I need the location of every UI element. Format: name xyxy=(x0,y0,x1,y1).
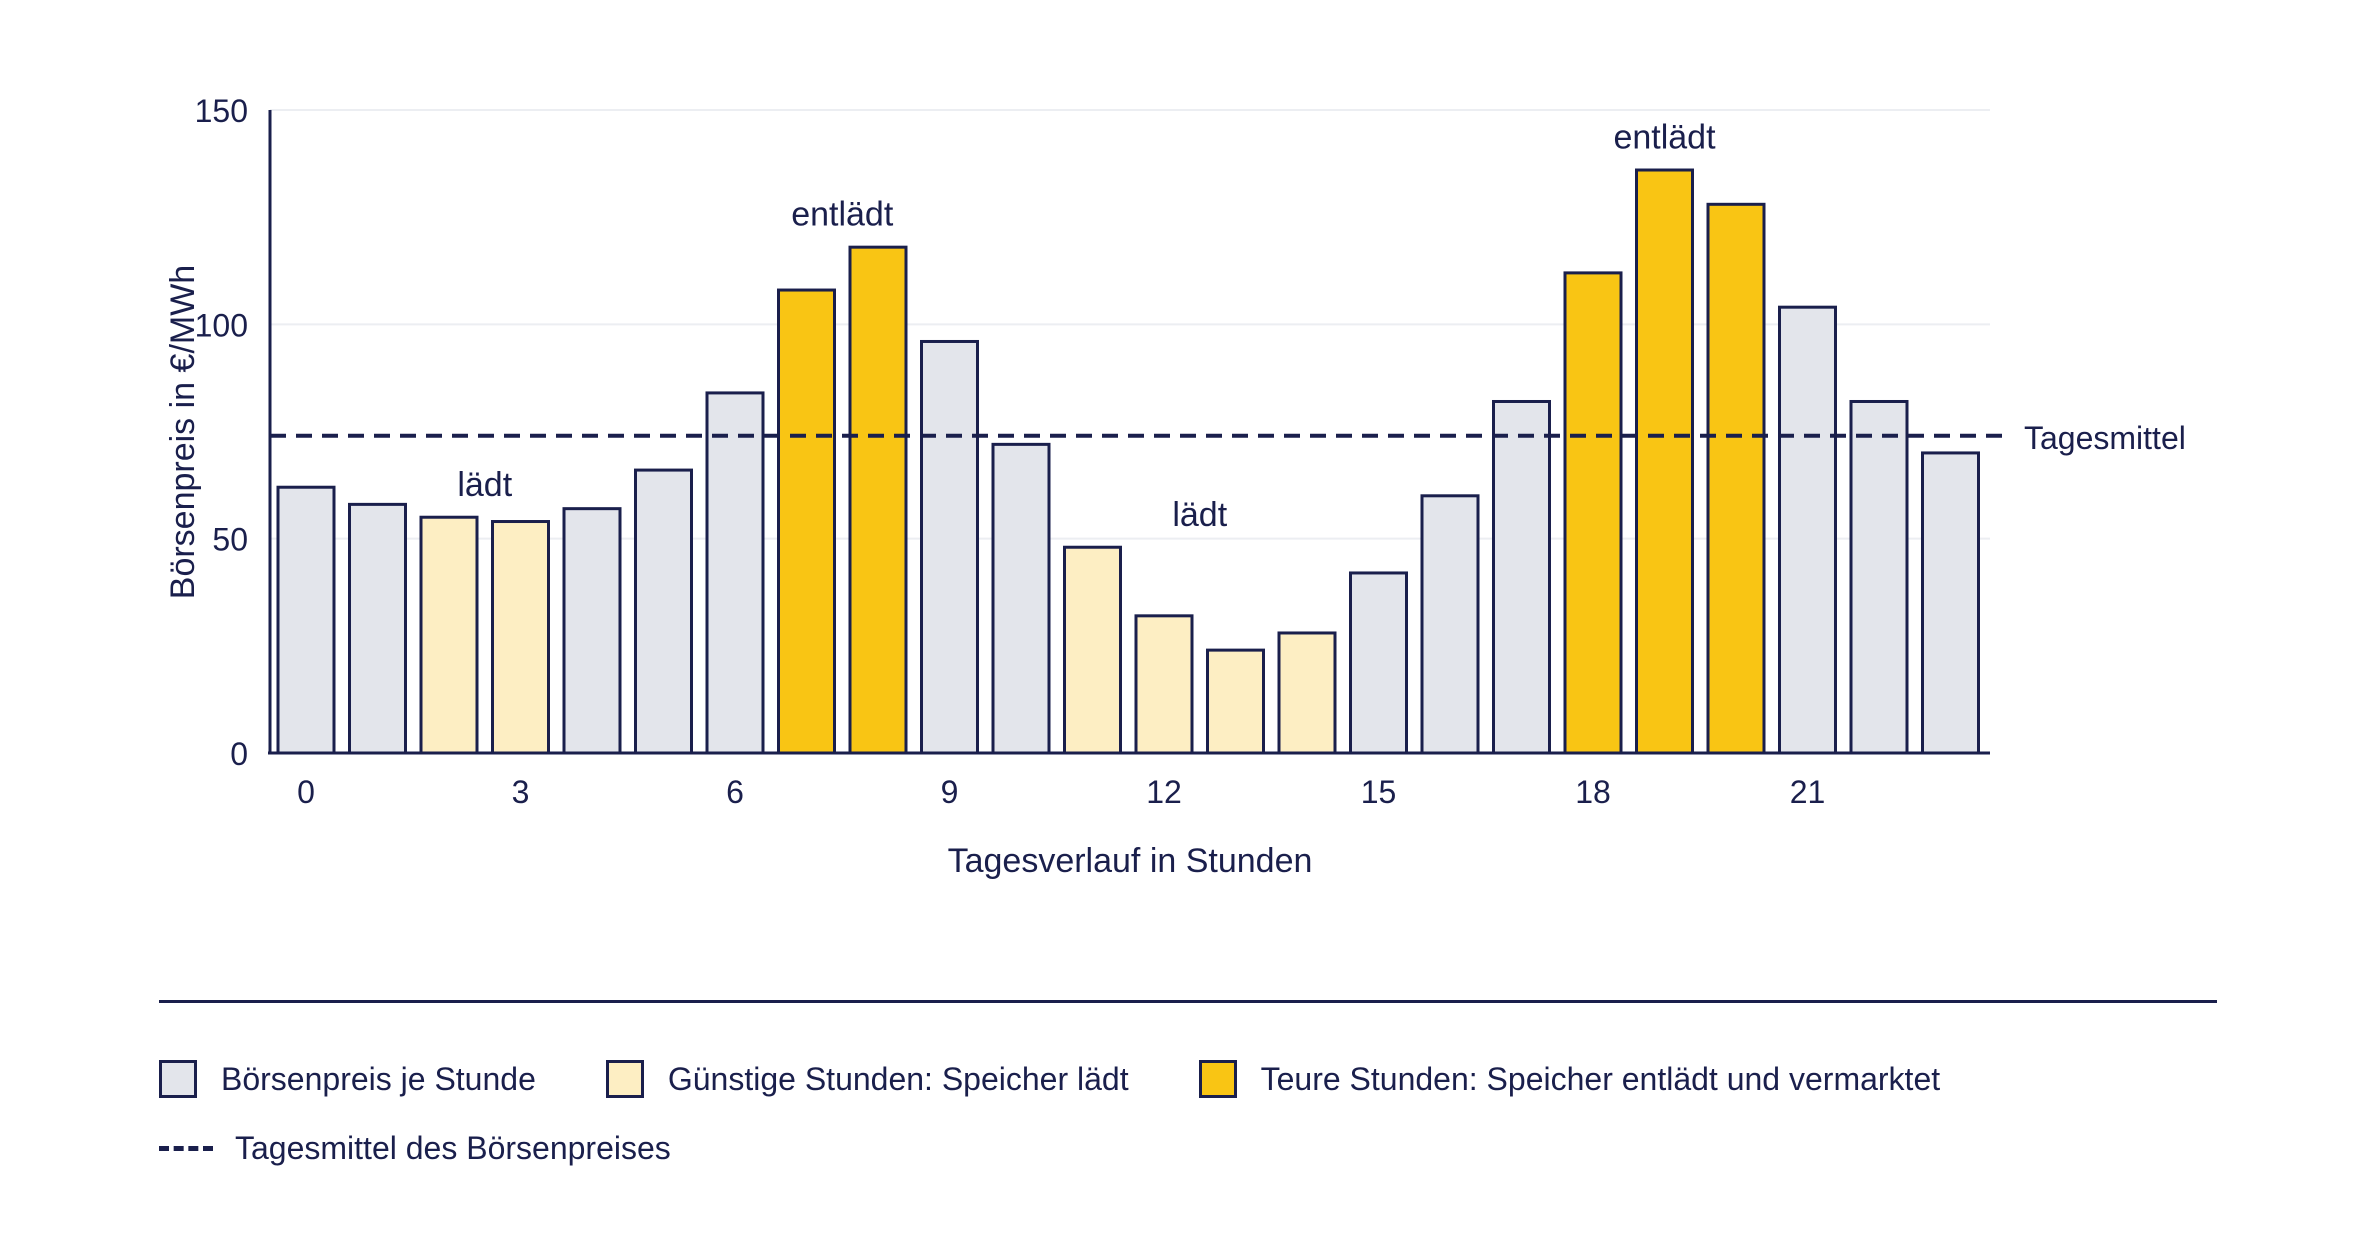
bar-hour-1 xyxy=(348,502,407,755)
bar-hour-17 xyxy=(1492,399,1551,755)
bar-hour-21 xyxy=(1778,305,1837,755)
annotation-2: lädt xyxy=(1172,496,1227,534)
legend-item-cheap: Günstige Stunden: Speicher lädt xyxy=(605,1060,1129,1098)
x-tick-label-6: 6 xyxy=(726,774,744,810)
x-tick-label-21: 21 xyxy=(1790,774,1826,810)
bar-hour-10 xyxy=(991,442,1051,755)
legend-mean: Tagesmittel des Börsenpreises xyxy=(159,1130,671,1167)
x-tick-label-9: 9 xyxy=(941,774,959,810)
mean-line-group: Tagesmittel xyxy=(270,420,2186,456)
bar-hour-11 xyxy=(1063,545,1122,755)
y-tick-label-100: 100 xyxy=(195,307,248,343)
legend: Börsenpreis je Stunde Günstige Stunden: … xyxy=(159,1060,2010,1098)
mean-line-label: Tagesmittel xyxy=(2024,420,2186,456)
bar-hour-13 xyxy=(1206,648,1265,755)
x-tick-label-15: 15 xyxy=(1361,774,1397,810)
y-tick-label-150: 150 xyxy=(195,93,248,129)
legend-swatch-expensive xyxy=(1198,1060,1237,1098)
bar-hour-5 xyxy=(634,468,693,755)
x-tick-label-18: 18 xyxy=(1575,774,1611,810)
annotation-0: lädt xyxy=(457,466,512,504)
annotation-3: entlädt xyxy=(1613,119,1716,157)
legend-swatch-normal xyxy=(159,1060,197,1098)
gridlines xyxy=(270,109,1990,540)
y-tick-label-50: 50 xyxy=(212,522,248,558)
tick-labels: 0 50 100 150 0 3 6 9 12 15 18 21 xyxy=(195,93,1826,810)
bar-hour-16 xyxy=(1420,494,1480,755)
legend-label-mean: Tagesmittel des Börsenpreises xyxy=(235,1130,671,1166)
bar-hour-9 xyxy=(920,339,979,755)
bar-hour-14 xyxy=(1277,631,1337,755)
bar-hour-0 xyxy=(276,485,336,755)
x-tick-label-12: 12 xyxy=(1146,774,1182,810)
bar-hour-22 xyxy=(1849,399,1909,755)
bars xyxy=(276,168,1980,755)
bar-hour-7 xyxy=(777,288,836,755)
legend-item-expensive: Teure Stunden: Speicher entlädt und verm… xyxy=(1198,1060,1941,1098)
bar-hour-23 xyxy=(1921,451,1980,755)
annotation-1: entlädt xyxy=(791,196,894,234)
bar-hour-3 xyxy=(491,520,550,755)
legend-label-expensive: Teure Stunden: Speicher entlädt und verm… xyxy=(1260,1060,1941,1097)
x-axis-title: Tagesverlauf in Stunden xyxy=(948,842,1313,880)
bar-hour-6 xyxy=(705,391,765,755)
bar-hour-15 xyxy=(1349,571,1408,755)
legend-item-normal: Börsenpreis je Stunde xyxy=(159,1060,536,1098)
legend-label-cheap: Günstige Stunden: Speicher lädt xyxy=(667,1060,1129,1097)
legend-label-normal: Börsenpreis je Stunde xyxy=(221,1060,536,1097)
legend-swatch-cheap xyxy=(605,1060,644,1098)
x-tick-label-3: 3 xyxy=(512,774,530,810)
legend-dash-line xyxy=(159,1146,213,1151)
bar-hour-2 xyxy=(419,515,479,755)
legend-divider xyxy=(159,1000,2217,1003)
bar-chart: 0 50 100 150 0 3 6 9 12 15 18 21 Tagesmittel lädt en… xyxy=(164,93,2186,880)
bar-hour-4 xyxy=(562,507,622,755)
y-axis-title: Börsenpreis in €/MWh xyxy=(164,265,202,599)
bar-hour-20 xyxy=(1706,202,1766,755)
bar-hour-8 xyxy=(848,245,908,755)
x-tick-label-0: 0 xyxy=(297,774,315,810)
y-tick-label-0: 0 xyxy=(230,736,248,772)
bar-hour-19 xyxy=(1635,168,1694,755)
axes xyxy=(268,110,1990,755)
annotations: lädt entlädt lädt entlädt xyxy=(457,119,1716,534)
bar-hour-12 xyxy=(1134,614,1194,755)
bar-hour-18 xyxy=(1563,271,1623,755)
